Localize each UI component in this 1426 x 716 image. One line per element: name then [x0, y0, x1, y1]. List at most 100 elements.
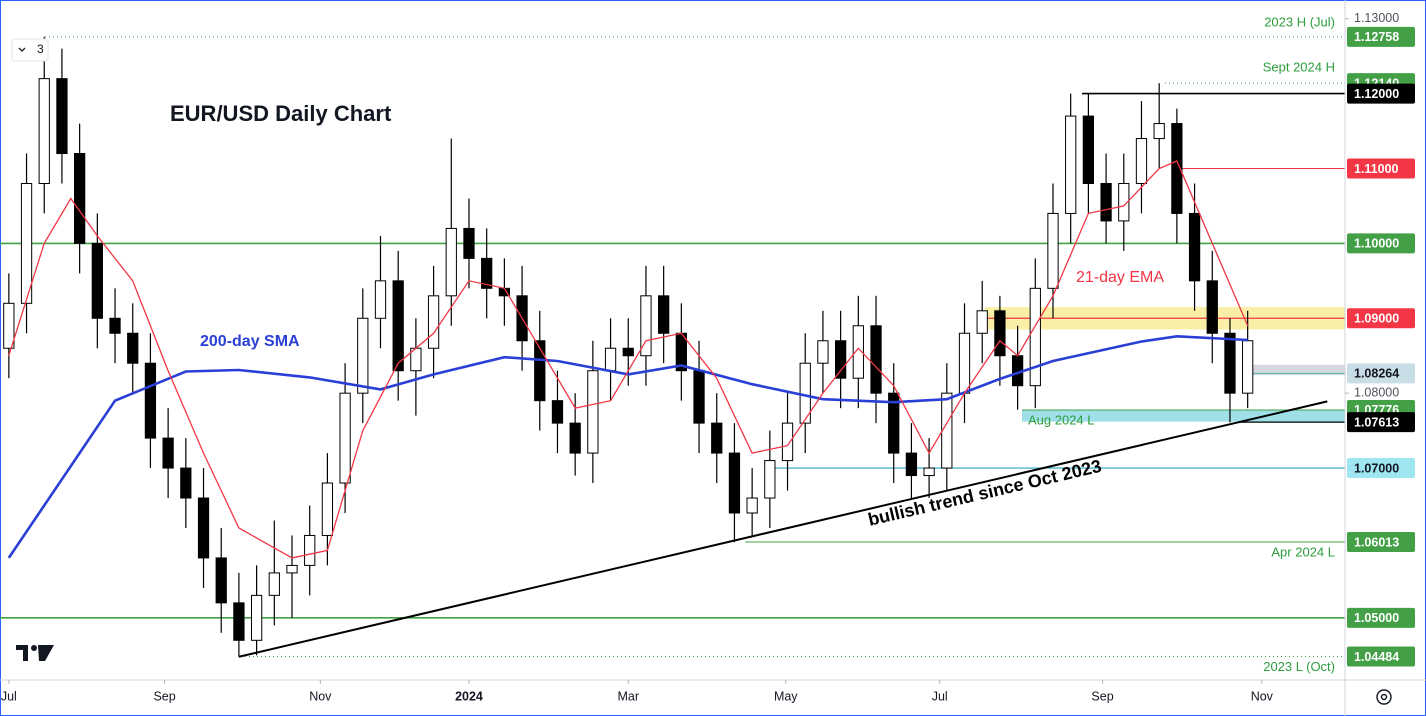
candle-body — [357, 317, 369, 394]
logo — [16, 645, 54, 661]
candle-body — [852, 325, 864, 379]
candle-body — [91, 242, 103, 319]
price-label-box — [1347, 458, 1415, 479]
price-label: 1.06013 — [1354, 535, 1399, 549]
logo-part — [16, 645, 28, 661]
logo-part — [31, 645, 37, 651]
price-label: 1.08264 — [1354, 367, 1399, 381]
candle-body — [162, 437, 174, 469]
price-label-box — [1347, 233, 1415, 254]
price-label-box — [1347, 26, 1415, 47]
candle-body — [870, 325, 882, 394]
zone — [1250, 364, 1345, 376]
candle-body — [481, 257, 493, 289]
candle-body — [1188, 212, 1201, 282]
candle-body — [1100, 182, 1112, 222]
level-note: Sept 2024 H — [1263, 60, 1335, 75]
candle-body — [250, 594, 263, 641]
settings-icon[interactable] — [1376, 689, 1392, 705]
sma-annotation: 200-day SMA — [200, 333, 300, 350]
candle-body — [764, 460, 776, 499]
chevron-icon — [18, 47, 26, 52]
candle-body — [3, 302, 15, 349]
x-tick-label: 2024 — [455, 689, 483, 703]
candle-body — [20, 182, 33, 304]
candle-body — [994, 310, 1006, 357]
candle-body — [1135, 138, 1148, 184]
candle-body — [604, 347, 617, 372]
level-note: 2023 L (Oct) — [1263, 659, 1335, 674]
indicator-toggle[interactable]: 3 — [11, 38, 49, 62]
ma-line — [7, 334, 1248, 559]
candle-body — [923, 467, 935, 477]
candle-body — [1224, 332, 1236, 394]
level-note: Apr 2024 L — [1271, 544, 1335, 559]
candle-body — [197, 497, 210, 559]
candle-body — [215, 557, 227, 604]
candle-body — [127, 332, 139, 364]
price-label: 1.07000 — [1354, 461, 1399, 475]
candle-body — [392, 280, 404, 372]
candle-body — [1153, 123, 1165, 140]
candle-body — [1029, 287, 1041, 387]
candle-body — [1047, 212, 1059, 289]
y-tick-label: 1.08000 — [1354, 385, 1399, 399]
x-tick-label: Nov — [309, 689, 332, 703]
price-label-box — [1347, 531, 1415, 552]
price-label: 1.09000 — [1354, 312, 1399, 326]
candle-body — [658, 295, 670, 334]
level-note: 2023 H (Jul) — [1264, 14, 1335, 29]
x-tick-label: Sep — [1091, 689, 1113, 703]
candle-body — [817, 340, 829, 364]
candle-body — [622, 347, 634, 357]
price-label: 1.12758 — [1354, 30, 1399, 44]
price-label: 1.04484 — [1354, 650, 1399, 664]
candle-body — [941, 392, 953, 469]
candle-body — [1082, 115, 1095, 184]
candle-body — [304, 534, 316, 566]
candle-body — [38, 78, 50, 184]
candle-body — [427, 295, 440, 349]
candle-body — [569, 422, 581, 454]
level-note: Aug 2024 L — [1028, 412, 1095, 427]
price-label-box — [1347, 363, 1415, 384]
zone — [1022, 409, 1345, 422]
price-label-box — [1347, 308, 1415, 329]
indicator-count[interactable]: 3 — [37, 42, 44, 56]
x-tick-label: May — [774, 689, 798, 703]
toggle-box[interactable] — [11, 38, 49, 62]
candle-body — [1171, 123, 1183, 214]
gear-center — [1380, 693, 1388, 701]
candle-body — [1242, 340, 1254, 394]
candle-body — [976, 310, 988, 334]
candle-body — [1065, 115, 1077, 214]
candle-body — [693, 370, 705, 424]
price-label: 1.10000 — [1354, 237, 1399, 251]
trendline — [238, 400, 1328, 658]
ma-line — [8, 160, 1249, 559]
y-tick-label: 1.13000 — [1354, 11, 1399, 25]
x-tick-label: Jul — [932, 689, 948, 703]
candle-body — [180, 467, 192, 499]
candle-body — [56, 78, 68, 155]
price-label: 1.12000 — [1354, 87, 1399, 101]
candle-body — [233, 602, 245, 641]
plot-area — [0, 36, 1345, 658]
candle-body — [781, 422, 794, 462]
candle-body — [144, 362, 157, 439]
x-tick-label: Jul — [1, 689, 17, 703]
candle-body — [109, 317, 121, 334]
candle-body — [905, 452, 918, 477]
candle-body — [640, 295, 652, 357]
gear[interactable] — [1376, 689, 1392, 705]
candle-body — [463, 227, 475, 259]
x-tick-label: Nov — [1251, 689, 1274, 703]
candle-body — [1206, 280, 1218, 334]
ema-annotation: 21-day EMA — [1076, 269, 1164, 286]
candle-body — [551, 400, 564, 424]
candle-body — [74, 153, 86, 244]
candle-body — [1118, 182, 1130, 222]
candle-body — [534, 340, 546, 402]
